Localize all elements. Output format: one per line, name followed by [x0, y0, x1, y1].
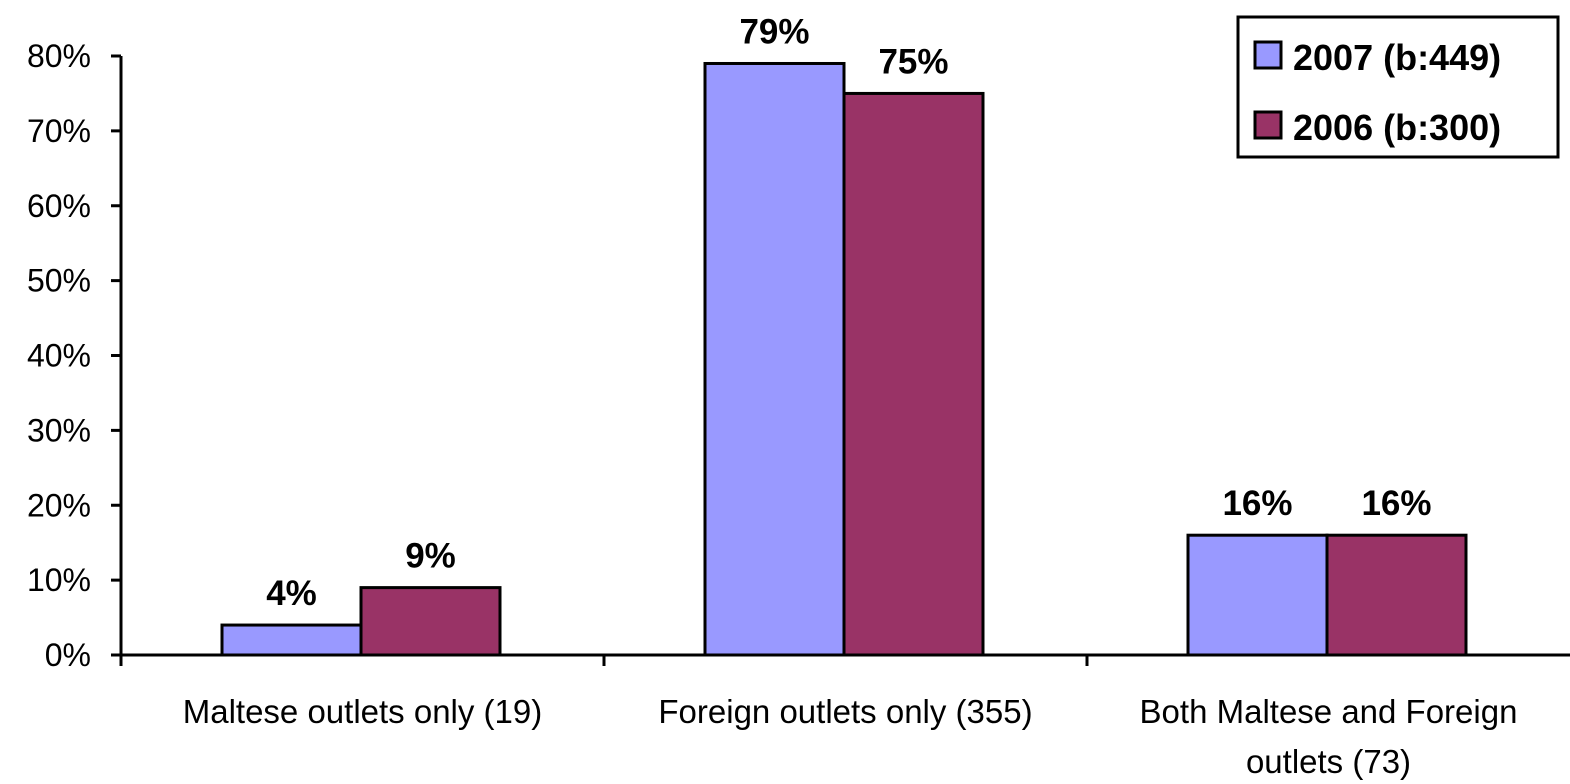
y-tick-label: 50% [27, 263, 91, 299]
x-axis: Maltese outlets only (19) Foreign outlets… [119, 653, 1570, 780]
y-tick-label: 20% [27, 487, 91, 523]
data-labels: 4% 9% 79% 75% 16% 16% [266, 12, 1431, 613]
legend-label: 2006 (b:300) [1293, 107, 1501, 148]
bar-1-0 [703, 61, 846, 657]
data-label: 75% [878, 42, 948, 81]
y-tick-label: 80% [27, 38, 91, 74]
legend: 2007 (b:449) 2006 (b:300) [1236, 15, 1560, 159]
x-category-label-line: Both Maltese and Foreign [1140, 693, 1518, 730]
y-tick-label: 70% [27, 113, 91, 149]
y-axis: 0% 10% 20% 30% 40% 50% 60% 70% 80% [27, 38, 123, 673]
y-tick-label: 10% [27, 562, 91, 598]
legend-box [1236, 15, 1560, 159]
x-category-label: Foreign outlets only (355) [658, 693, 1032, 730]
data-label: 4% [266, 574, 317, 613]
x-category-label: Both Maltese and Foreign outlets (73) [1140, 693, 1518, 780]
data-label: 16% [1361, 484, 1431, 523]
data-label: 79% [739, 12, 809, 51]
data-label: 16% [1222, 484, 1292, 523]
legend-swatch [1253, 110, 1283, 140]
x-category-label-line: Maltese outlets only (19) [183, 693, 543, 730]
x-category-label-line: outlets (73) [1246, 743, 1411, 780]
bar-2-1 [1325, 533, 1468, 657]
data-label: 9% [405, 537, 456, 576]
y-tick-label: 60% [27, 188, 91, 224]
bar-0-0 [220, 623, 363, 657]
x-category-label-line: Foreign outlets only (355) [658, 693, 1032, 730]
bar-0-1 [359, 586, 502, 657]
legend-swatch [1253, 40, 1283, 70]
x-category-label: Maltese outlets only (19) [183, 693, 543, 730]
bar-2-0 [1186, 533, 1329, 657]
y-tick-label: 0% [45, 637, 91, 673]
y-tick-label: 40% [27, 338, 91, 374]
legend-label: 2007 (b:449) [1293, 37, 1501, 78]
bar-1-1 [842, 91, 985, 657]
bars [220, 61, 1468, 657]
y-tick-label: 30% [27, 412, 91, 448]
